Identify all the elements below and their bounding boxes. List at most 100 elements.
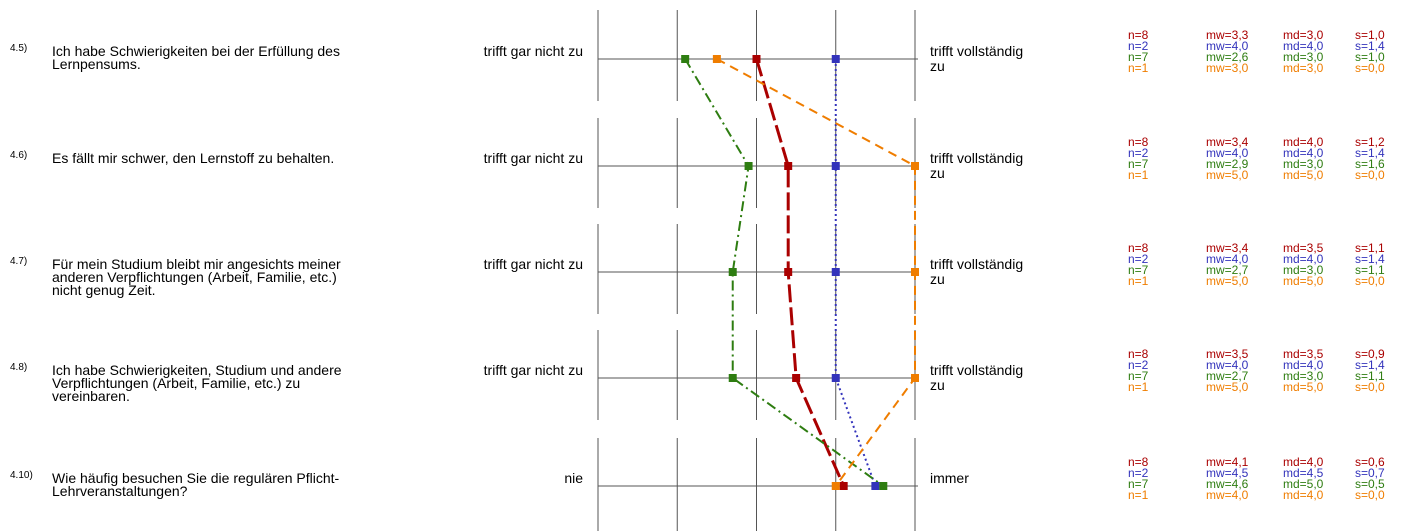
question-text: vereinbaren. — [52, 388, 130, 404]
data-point-marker — [831, 268, 840, 276]
data-point-marker — [911, 162, 919, 170]
stat-n: n=8 — [1128, 347, 1149, 361]
stat-md: md=3,0 — [1283, 61, 1324, 75]
stat-md: md=3,0 — [1283, 157, 1324, 171]
stat-n: n=1 — [1128, 380, 1149, 394]
stat-n: n=1 — [1128, 488, 1149, 502]
stat-s: s=0,0 — [1355, 380, 1385, 394]
scale-grid — [597, 10, 918, 531]
stat-mw: mw=3,5 — [1206, 347, 1249, 361]
left-anchor-label: trifft gar nicht zu — [484, 43, 583, 59]
question-text: Lernpensums. — [52, 56, 141, 72]
right-anchor-label: immer — [930, 470, 969, 486]
data-point-marker — [681, 55, 690, 63]
stat-s: s=1,0 — [1355, 28, 1385, 42]
stat-n: n=8 — [1128, 28, 1149, 42]
stat-s: s=0,6 — [1355, 455, 1385, 469]
data-point-marker — [831, 162, 840, 170]
question-number: 4.6) — [10, 150, 27, 161]
question-number: 4.8) — [10, 362, 27, 373]
data-point-marker — [831, 55, 840, 63]
data-point-marker — [792, 374, 801, 382]
data-point-marker — [871, 482, 880, 490]
stat-n: n=7 — [1128, 157, 1149, 171]
stat-md: md=3,5 — [1283, 347, 1324, 361]
stat-s: s=1,1 — [1355, 369, 1385, 383]
stat-md: md=3,0 — [1283, 50, 1324, 64]
right-anchor-label: zu — [930, 165, 945, 181]
question-text: anderen Verpflichtungen (Arbeit, Familie… — [52, 269, 337, 285]
stat-md: md=4,0 — [1283, 358, 1324, 372]
stat-s: s=0,0 — [1355, 274, 1385, 288]
stat-n: n=2 — [1128, 466, 1149, 480]
data-point-marker — [784, 162, 793, 170]
data-point-marker — [831, 482, 840, 490]
stat-s: s=0,5 — [1355, 477, 1385, 491]
data-point-marker — [728, 268, 737, 276]
stat-s: s=1,4 — [1355, 252, 1385, 266]
stat-mw: mw=4,0 — [1206, 146, 1249, 160]
stat-s: s=1,1 — [1355, 263, 1385, 277]
stat-s: s=1,4 — [1355, 146, 1385, 160]
data-point-marker — [911, 374, 919, 382]
question-text: nicht genug Zeit. — [52, 282, 156, 298]
stat-s: s=1,4 — [1355, 39, 1385, 53]
series-line — [834, 59, 877, 487]
right-anchor-label: zu — [930, 271, 945, 287]
stat-md: md=3,0 — [1283, 263, 1324, 277]
stat-mw: mw=3,0 — [1206, 61, 1249, 75]
left-anchor-label: trifft gar nicht zu — [484, 256, 583, 272]
stat-s: s=0,0 — [1355, 61, 1385, 75]
stat-n: n=7 — [1128, 477, 1149, 491]
stat-md: md=3,5 — [1283, 241, 1324, 255]
stat-mw: mw=5,0 — [1206, 168, 1249, 182]
stat-n: n=2 — [1128, 252, 1149, 266]
question-text: Für mein Studium bleibt mir angesichts m… — [52, 256, 341, 272]
stat-s: s=0,9 — [1355, 347, 1385, 361]
stat-s: s=1,0 — [1355, 50, 1385, 64]
stat-s: s=0,0 — [1355, 168, 1385, 182]
stat-n: n=1 — [1128, 274, 1149, 288]
data-point-marker — [831, 374, 840, 382]
stat-mw: mw=4,0 — [1206, 39, 1249, 53]
stat-mw: mw=2,6 — [1206, 50, 1249, 64]
question-number: 4.7) — [10, 256, 27, 267]
right-anchor-label: trifft vollständig — [930, 256, 1023, 272]
stat-s: s=1,4 — [1355, 358, 1385, 372]
stat-n: n=8 — [1128, 135, 1149, 149]
question-rows: 4.5) Ich habe Schwierigkeiten bei der Erf… — [10, 28, 1385, 502]
stat-n: n=7 — [1128, 50, 1149, 64]
stat-s: s=1,1 — [1355, 241, 1385, 255]
left-anchor-label: nie — [564, 470, 583, 486]
data-point-marker — [784, 268, 793, 276]
stat-n: n=8 — [1128, 455, 1149, 469]
data-point-marker — [911, 268, 919, 276]
stat-md: md=5,0 — [1283, 477, 1324, 491]
stat-md: md=4,0 — [1283, 488, 1324, 502]
stat-n: n=7 — [1128, 263, 1149, 277]
stat-md: md=4,0 — [1283, 455, 1324, 469]
stat-s: s=1,2 — [1355, 135, 1385, 149]
question-text: Lehrveranstaltungen? — [52, 483, 188, 499]
stat-n: n=7 — [1128, 369, 1149, 383]
stat-md: md=5,0 — [1283, 168, 1324, 182]
question-text: Es fällt mir schwer, den Lernstoff zu be… — [52, 150, 334, 166]
stat-mw: mw=2,7 — [1206, 369, 1249, 383]
stat-n: n=8 — [1128, 241, 1149, 255]
question-number: 4.10) — [10, 470, 33, 481]
left-anchor-label: trifft gar nicht zu — [484, 362, 583, 378]
stat-md: md=4,0 — [1283, 135, 1324, 149]
stat-mw: mw=4,0 — [1206, 358, 1249, 372]
data-point-marker — [728, 374, 737, 382]
series-line — [684, 58, 884, 487]
stat-md: md=4,0 — [1283, 252, 1324, 266]
stat-mw: mw=3,4 — [1206, 135, 1249, 149]
stat-n: n=2 — [1128, 39, 1149, 53]
question-text: Wie häufig besuchen Sie die regulären Pf… — [52, 470, 340, 486]
stat-mw: mw=2,9 — [1206, 157, 1249, 171]
question-text: Ich habe Schwierigkeiten, Studium und an… — [52, 362, 342, 378]
right-anchor-label: zu — [930, 377, 945, 393]
stat-n: n=2 — [1128, 358, 1149, 372]
stat-mw: mw=3,3 — [1206, 28, 1249, 42]
